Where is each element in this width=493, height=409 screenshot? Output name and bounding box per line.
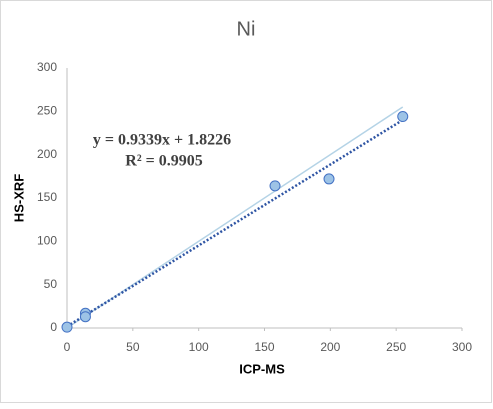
x-tick-label: 100 [189, 340, 209, 354]
r-squared: R² = 0.9905 [125, 153, 202, 170]
x-tick-label: 150 [254, 340, 274, 354]
y-tick-label: 150 [37, 190, 57, 204]
y-tick-label: 300 [37, 60, 57, 74]
y-tick-label: 100 [37, 234, 57, 248]
y-axis-label: HS-XRF [11, 174, 26, 222]
x-tick-label: 0 [64, 340, 71, 354]
x-axis-label: ICP-MS [239, 361, 285, 376]
y-tick-label: 0 [50, 320, 57, 334]
x-tick-label: 200 [320, 340, 340, 354]
x-tick-label: 50 [126, 340, 140, 354]
x-tick-label: 250 [386, 340, 406, 354]
trendline [66, 118, 404, 328]
trendline-equation: y = 0.9339x + 1.8226 [93, 132, 231, 149]
data-point [397, 111, 409, 123]
data-point [79, 311, 91, 323]
y-tick-label: 250 [37, 104, 57, 118]
data-point [61, 321, 73, 333]
data-point [323, 173, 335, 185]
chart-title: Ni [237, 18, 256, 40]
x-tick-label: 300 [452, 340, 472, 354]
reference-line [66, 106, 404, 329]
y-tick-label: 200 [37, 147, 57, 161]
data-point [269, 180, 281, 192]
y-tick-label: 50 [44, 277, 58, 291]
